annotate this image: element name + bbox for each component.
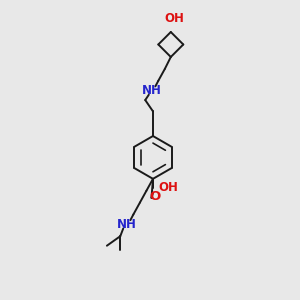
Text: OH: OH	[159, 181, 179, 194]
Text: O: O	[150, 190, 161, 203]
Text: NH: NH	[117, 218, 137, 231]
Text: NH: NH	[142, 84, 162, 97]
Text: OH: OH	[164, 13, 184, 26]
